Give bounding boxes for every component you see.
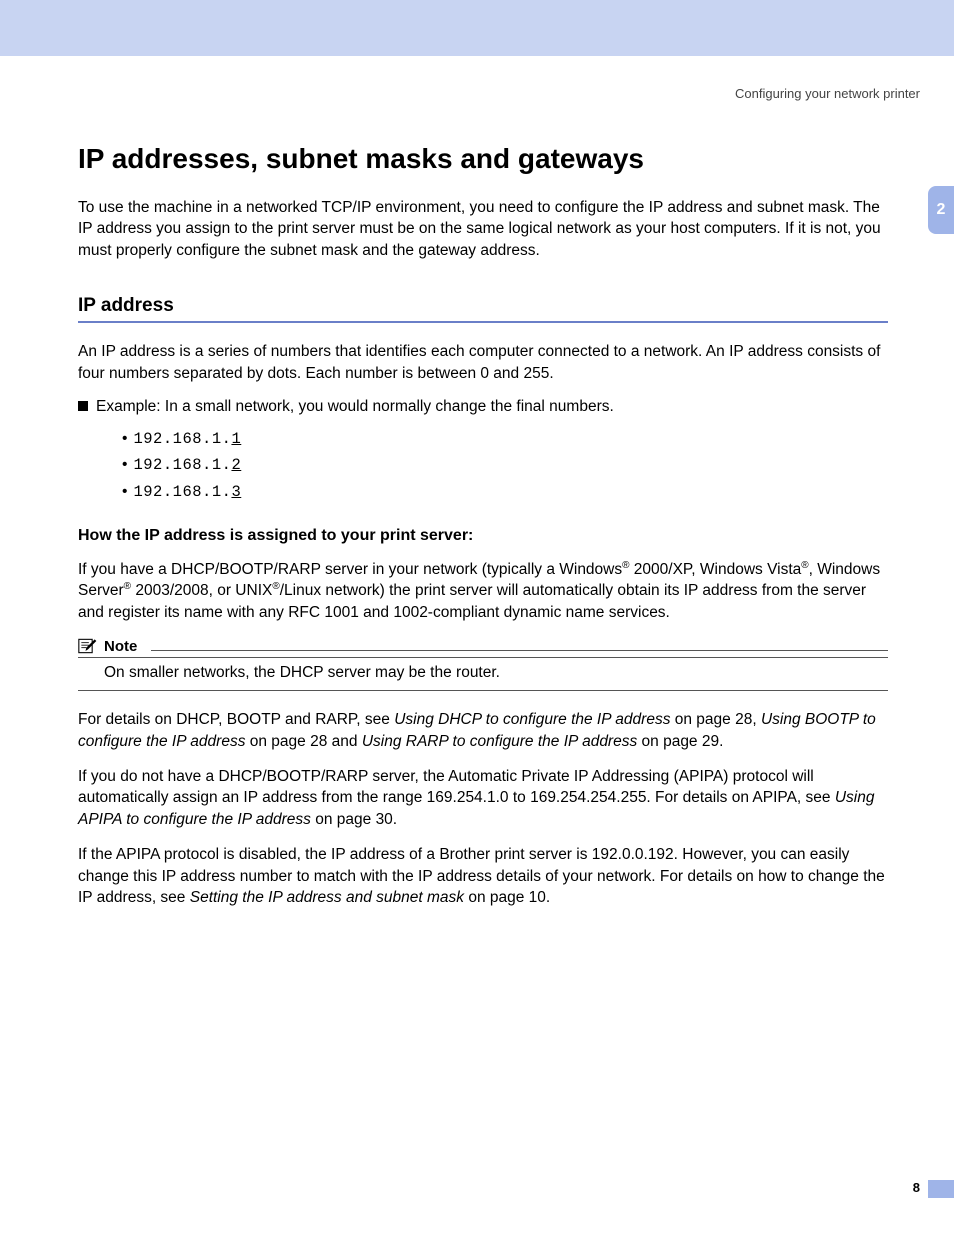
sub-heading-assignment: How the IP address is assigned to your p… [78, 527, 920, 545]
list-item: •192.168.1.1 [122, 426, 920, 452]
note-header: Note [78, 637, 888, 658]
default-ip-paragraph: If the APIPA protocol is disabled, the I… [78, 844, 888, 908]
top-band [0, 0, 954, 56]
page-number-tab [928, 1180, 954, 1198]
intro-paragraph: To use the machine in a networked TCP/IP… [78, 197, 888, 261]
page-body: Configuring your network printer 2 IP ad… [0, 56, 954, 908]
note-block: Note On smaller networks, the DHCP serve… [78, 637, 888, 691]
note-rule [151, 650, 888, 651]
example-line: Example: In a small network, you would n… [78, 398, 920, 416]
ip-address-description: An IP address is a series of numbers tha… [78, 341, 888, 384]
note-body: On smaller networks, the DHCP server may… [78, 664, 888, 691]
link-dhcp[interactable]: Using DHCP to configure the IP address [394, 711, 670, 728]
page-title: IP addresses, subnet masks and gateways [78, 143, 920, 175]
page-number: 8 [913, 1180, 920, 1195]
link-rarp[interactable]: Using RARP to configure the IP address [362, 733, 637, 750]
square-bullet-icon [78, 401, 88, 411]
section-heading-ip-address: IP address [78, 295, 888, 323]
ip-example-list: •192.168.1.1 •192.168.1.2 •192.168.1.3 [122, 426, 920, 505]
link-setting-ip[interactable]: Setting the IP address and subnet mask [190, 889, 464, 906]
note-label: Note [104, 638, 137, 655]
note-icon [78, 637, 98, 655]
assignment-paragraph: If you have a DHCP/BOOTP/RARP server in … [78, 559, 888, 623]
example-label: Example: In a small network, you would n… [96, 398, 614, 415]
list-item: •192.168.1.3 [122, 479, 920, 505]
chapter-tab: 2 [928, 186, 954, 234]
list-item: •192.168.1.2 [122, 452, 920, 478]
apipa-paragraph: If you do not have a DHCP/BOOTP/RARP ser… [78, 766, 888, 830]
footer: 8 [0, 1180, 954, 1200]
references-paragraph: For details on DHCP, BOOTP and RARP, see… [78, 709, 888, 752]
breadcrumb: Configuring your network printer [78, 86, 920, 101]
